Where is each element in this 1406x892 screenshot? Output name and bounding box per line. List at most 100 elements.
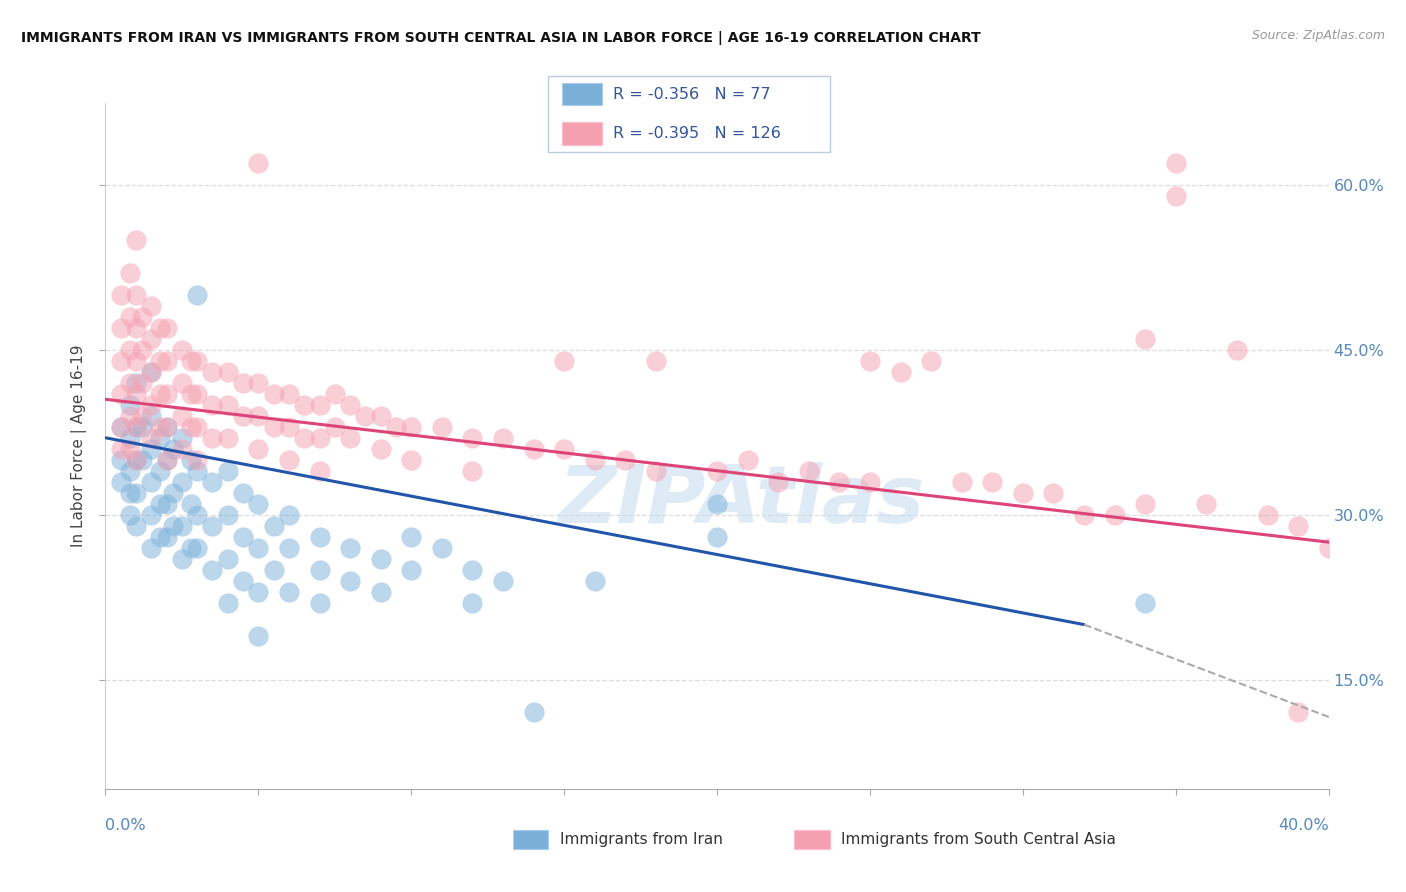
- Point: [247, 409, 270, 423]
- Point: [706, 530, 728, 544]
- Point: [553, 354, 575, 368]
- Point: [1317, 541, 1340, 555]
- Point: [155, 419, 177, 434]
- Point: [201, 475, 224, 489]
- Point: [1104, 508, 1126, 522]
- Point: [492, 431, 515, 445]
- Point: [118, 431, 141, 445]
- Point: [125, 485, 148, 500]
- Point: [247, 497, 270, 511]
- Point: [1164, 189, 1187, 203]
- Point: [232, 574, 254, 588]
- Point: [131, 310, 153, 324]
- Point: [118, 485, 141, 500]
- Point: [141, 475, 163, 489]
- Point: [170, 442, 193, 456]
- Point: [308, 563, 330, 577]
- Point: [583, 452, 606, 467]
- Point: [706, 464, 728, 478]
- Point: [186, 419, 208, 434]
- Point: [131, 343, 153, 357]
- Point: [217, 596, 239, 610]
- Point: [385, 419, 408, 434]
- Point: [247, 376, 270, 390]
- Point: [768, 475, 790, 489]
- Point: [1286, 706, 1309, 720]
- Point: [1226, 343, 1249, 357]
- Point: [247, 541, 270, 555]
- Point: [125, 419, 148, 434]
- Point: [110, 419, 132, 434]
- Point: [232, 485, 254, 500]
- Point: [247, 584, 270, 599]
- Point: [401, 563, 423, 577]
- Point: [278, 508, 301, 522]
- Point: [170, 376, 193, 390]
- Point: [401, 419, 423, 434]
- Point: [950, 475, 973, 489]
- Point: [263, 419, 285, 434]
- Point: [278, 584, 301, 599]
- Point: [461, 464, 484, 478]
- Point: [125, 288, 148, 302]
- Point: [1011, 485, 1033, 500]
- Point: [232, 376, 254, 390]
- Point: [920, 354, 942, 368]
- Point: [118, 508, 141, 522]
- Point: [155, 452, 177, 467]
- Point: [201, 563, 224, 577]
- Point: [131, 409, 153, 423]
- Point: [339, 398, 361, 412]
- Point: [278, 452, 301, 467]
- Point: [797, 464, 820, 478]
- Point: [110, 452, 132, 467]
- Point: [370, 409, 392, 423]
- Point: [155, 386, 177, 401]
- Point: [125, 386, 148, 401]
- Point: [162, 518, 184, 533]
- Point: [170, 518, 193, 533]
- Point: [370, 584, 392, 599]
- Point: [125, 419, 148, 434]
- Point: [644, 354, 666, 368]
- Point: [141, 299, 163, 313]
- Point: [263, 518, 285, 533]
- Point: [430, 419, 453, 434]
- Point: [263, 386, 285, 401]
- Point: [149, 386, 172, 401]
- Point: [131, 452, 153, 467]
- Point: [292, 398, 315, 412]
- Point: [125, 321, 148, 335]
- Point: [162, 442, 184, 456]
- Point: [170, 343, 193, 357]
- Point: [170, 551, 193, 566]
- Point: [247, 629, 270, 643]
- Point: [523, 442, 546, 456]
- Point: [706, 497, 728, 511]
- Point: [553, 442, 575, 456]
- Point: [308, 530, 330, 544]
- Point: [339, 431, 361, 445]
- Point: [323, 386, 346, 401]
- Point: [1164, 156, 1187, 170]
- Point: [149, 354, 172, 368]
- Point: [118, 409, 141, 423]
- Point: [247, 442, 270, 456]
- Point: [155, 354, 177, 368]
- Point: [217, 551, 239, 566]
- Point: [110, 321, 132, 335]
- Point: [118, 464, 141, 478]
- Point: [339, 541, 361, 555]
- Point: [583, 574, 606, 588]
- Point: [308, 431, 330, 445]
- Point: [180, 354, 202, 368]
- Point: [180, 497, 202, 511]
- Point: [201, 398, 224, 412]
- Point: [125, 452, 148, 467]
- Point: [180, 541, 202, 555]
- Point: [155, 530, 177, 544]
- Point: [1195, 497, 1218, 511]
- Text: IMMIGRANTS FROM IRAN VS IMMIGRANTS FROM SOUTH CENTRAL ASIA IN LABOR FORCE | AGE : IMMIGRANTS FROM IRAN VS IMMIGRANTS FROM …: [21, 31, 981, 45]
- Point: [278, 419, 301, 434]
- Point: [461, 431, 484, 445]
